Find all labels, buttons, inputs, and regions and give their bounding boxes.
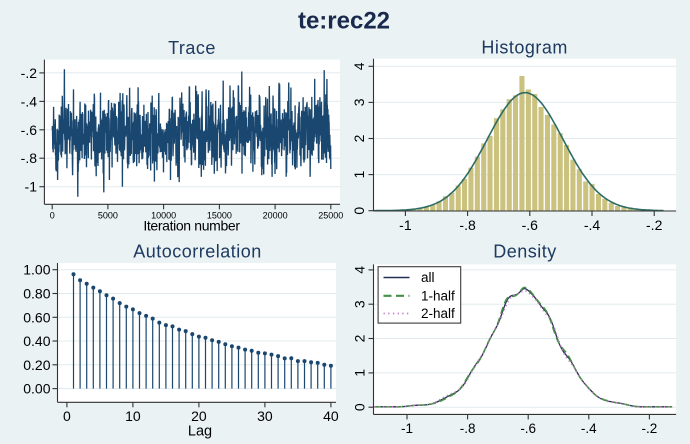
svg-text:4: 4 [352,266,368,274]
svg-text:Trace: Trace [168,38,216,58]
svg-text:-.8: -.8 [21,150,38,166]
svg-text:-.6: -.6 [21,122,38,138]
svg-text:25000: 25000 [318,210,343,220]
svg-text:2: 2 [351,134,367,142]
svg-text:1.00: 1.00 [23,262,50,278]
svg-text:0.60: 0.60 [23,309,50,325]
svg-text:-.4: -.4 [21,93,38,109]
svg-text:3: 3 [351,98,367,106]
svg-text:0: 0 [351,207,367,215]
svg-text:15000: 15000 [207,210,232,220]
svg-text:-1: -1 [399,217,412,233]
svg-text:Iteration number: Iteration number [143,217,240,233]
svg-text:all: all [421,270,435,285]
svg-text:1-half: 1-half [421,288,455,303]
svg-text:-.4: -.4 [584,217,601,233]
svg-text:-.6: -.6 [522,217,539,233]
svg-text:-.8: -.8 [460,421,476,436]
svg-text:0.20: 0.20 [23,357,50,373]
svg-text:Lag: Lag [188,423,212,439]
svg-text:0.80: 0.80 [23,286,50,302]
svg-text:Histogram: Histogram [481,38,568,58]
svg-text:40: 40 [323,408,339,424]
svg-text:2: 2 [352,334,368,342]
svg-text:Autocorrelation: Autocorrelation [133,242,262,262]
svg-text:-.4: -.4 [581,421,597,436]
svg-text:20000: 20000 [263,210,288,220]
svg-text:0.40: 0.40 [23,333,50,349]
svg-text:-1: -1 [401,421,413,436]
svg-text:-.8: -.8 [459,217,476,233]
svg-text:5000: 5000 [98,210,118,220]
svg-text:4: 4 [351,62,367,70]
svg-text:0.00: 0.00 [23,381,50,397]
svg-text:-.2: -.2 [21,65,38,81]
svg-text:te:rec22: te:rec22 [298,7,390,34]
svg-text:Density: Density [493,242,557,262]
svg-text:0: 0 [50,210,55,220]
svg-text:10: 10 [125,408,141,424]
svg-text:0: 0 [352,403,368,411]
svg-text:1: 1 [351,170,367,178]
svg-text:2-half: 2-half [421,306,455,321]
svg-text:-.2: -.2 [642,421,658,436]
svg-text:-.6: -.6 [520,421,536,436]
svg-text:0: 0 [63,408,71,424]
svg-text:10000: 10000 [151,210,176,220]
svg-text:3: 3 [352,300,368,308]
svg-text:30: 30 [257,408,273,424]
svg-text:-.2: -.2 [646,217,663,233]
svg-text:1: 1 [352,369,368,377]
svg-text:-1: -1 [25,179,38,195]
svg-text:20: 20 [191,408,207,424]
